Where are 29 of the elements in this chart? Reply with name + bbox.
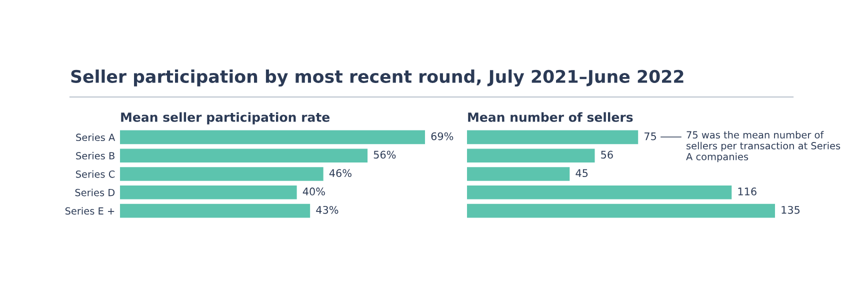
bar (467, 204, 775, 218)
y-tick-label: Series B (76, 152, 114, 160)
chart-title: Seller participation by most recent round, July 2021–June 2022 (71, 70, 684, 86)
y-tick-label: Series E + (65, 207, 114, 215)
bar (120, 167, 324, 181)
bar (120, 130, 425, 144)
chart-subtitle: Mean number of sellers (468, 112, 633, 122)
data-label: 56% (374, 150, 396, 159)
y-tick-label: Series A (76, 134, 116, 142)
bar (467, 186, 732, 200)
data-label: 40% (302, 188, 325, 196)
bar (120, 204, 310, 218)
data-label: 135 (782, 206, 800, 214)
bar (467, 148, 595, 162)
data-label: 116 (738, 188, 756, 196)
annotation: 75 was the mean number of sellers per transaction at Series A companies (686, 131, 840, 162)
data-label: 45 (576, 169, 588, 178)
data-label: 43% (316, 206, 338, 214)
y-tick-label: Series C (76, 170, 115, 178)
bar (120, 148, 368, 162)
bar (467, 167, 570, 181)
y-tick-label: Series D (75, 188, 115, 196)
data-label: 75 (644, 132, 656, 140)
chart-subtitle: Mean seller participation rate (121, 112, 330, 124)
data-label: 56 (601, 150, 613, 159)
bar (120, 186, 297, 200)
data-label: 69% (431, 132, 454, 140)
bar (467, 130, 638, 144)
data-label: 46% (329, 169, 352, 178)
